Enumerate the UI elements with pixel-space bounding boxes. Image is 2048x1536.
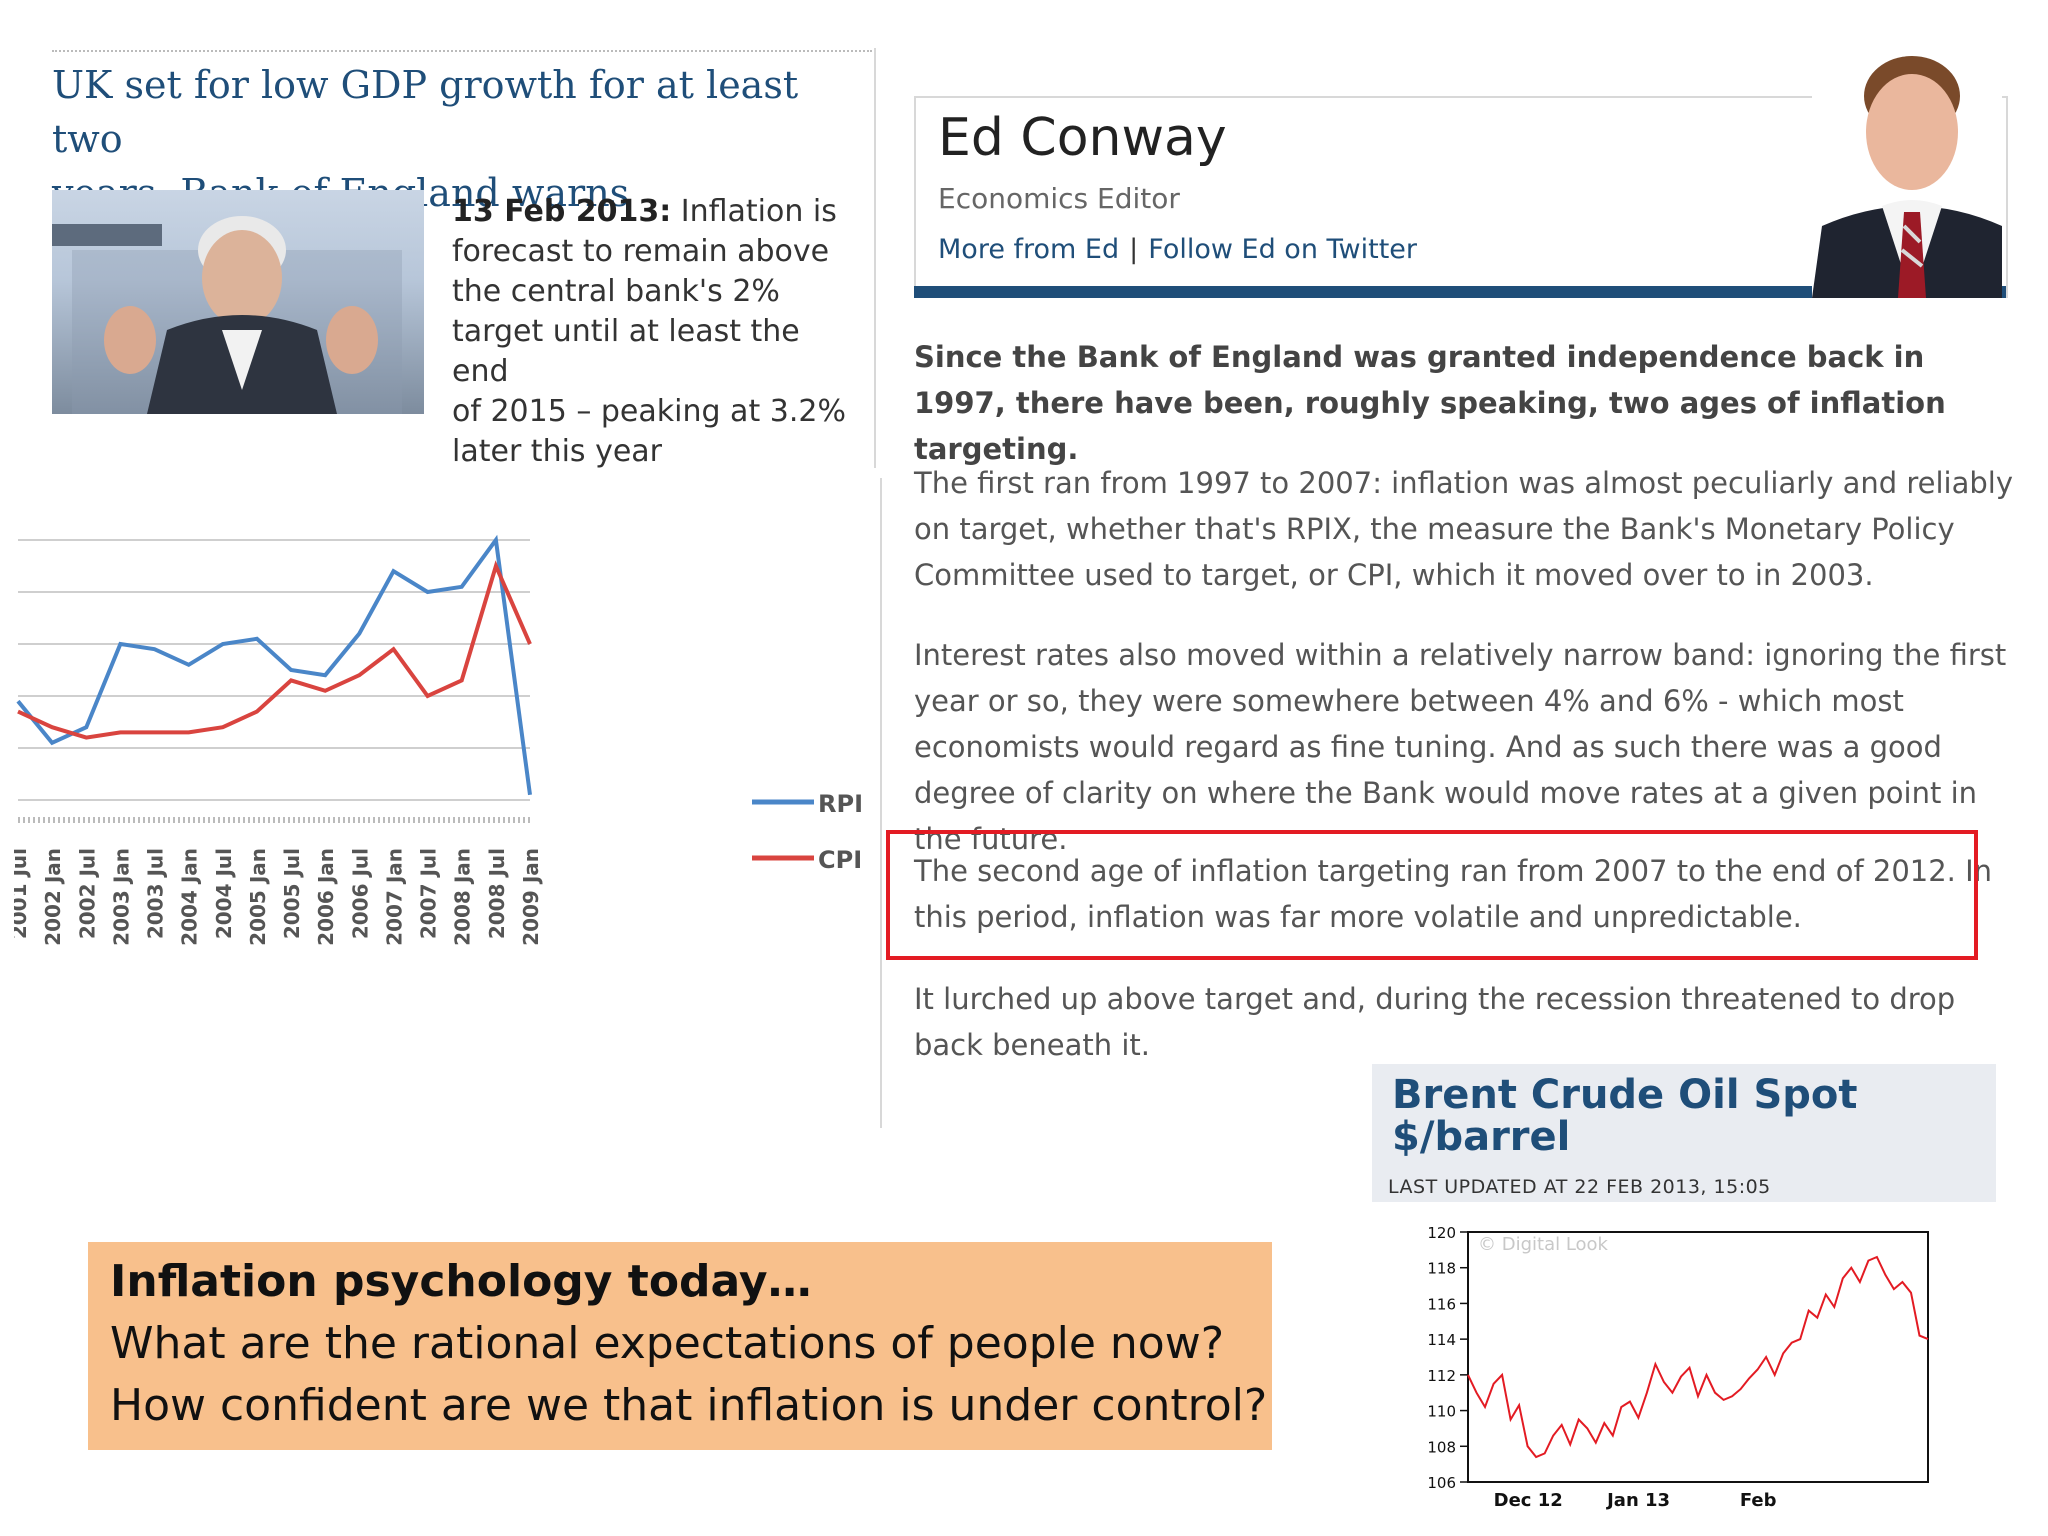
callout-box [88, 1242, 1272, 1450]
oil-panel-header [1372, 1064, 1996, 1202]
author-name: Ed Conway [938, 108, 1227, 168]
rpi-x-tick-label: 2005 Jul [280, 848, 304, 939]
headline-line-1: UK set for low GDP growth for at least t… [52, 63, 799, 161]
callout-line-1: What are the rational expectations of pe… [110, 1318, 1225, 1369]
summary-date: 13 Feb 2013: [452, 194, 672, 229]
summary-line-2: forecast to remain above [452, 234, 830, 269]
legend-rpi-label: RPI [818, 790, 863, 818]
oil-y-tick-label: 114 [1427, 1331, 1456, 1349]
author-links: More from Ed | Follow Ed on Twitter [938, 234, 1417, 265]
rpi-x-tick-label: 2003 Jul [144, 848, 168, 939]
oil-price-line [1467, 1255, 1929, 1459]
rpi-x-tick-label: 2004 Jan [178, 848, 202, 946]
rpi-x-tick-label: 2001 Jul [14, 848, 31, 939]
rpi-x-tick-label: 2002 Jul [75, 848, 99, 939]
article-top-divider [52, 50, 872, 52]
oil-panel-title: Brent Crude Oil Spot $/barrel [1392, 1072, 1858, 1160]
rpi-x-tick-label: 2009 Jan [519, 848, 543, 946]
rpi-x-tick-label: 2002 Jan [41, 848, 65, 946]
rpi-x-tick-label: 2007 Jan [383, 848, 407, 946]
summary-line-6: later this year [452, 434, 663, 469]
oil-y-tick-label: 106 [1427, 1474, 1456, 1492]
article-lead-paragraph: Since the Bank of England was granted in… [914, 340, 1946, 466]
summary-line-4: target until at least the end [452, 314, 800, 389]
rpi-series-line [16, 534, 532, 796]
oil-y-tick-label: 120 [1427, 1224, 1456, 1242]
author-portrait-icon [1812, 36, 2002, 298]
cpi-series-line [17, 560, 532, 740]
callout-line-2: How confident are we that inflation is u… [110, 1380, 1268, 1431]
summary-line-3: the central bank's 2% [452, 274, 780, 309]
article-paragraph-1: The first ran from 1997 to 2007: inflati… [914, 466, 2013, 592]
summary-line-5: of 2015 – peaking at 3.2% [452, 394, 846, 429]
article-paragraph-2: Interest rates also moved within a relat… [914, 638, 2007, 856]
article-paragraph-3: The second age of inflation targeting ra… [914, 854, 1993, 934]
rpi-x-tick-label: 2007 Jul [417, 848, 441, 939]
rpi-x-tick-label: 2005 Jan [246, 848, 270, 946]
rpi-x-tick-label: 2008 Jan [451, 848, 475, 946]
rpi-x-tick-label: 2006 Jan [314, 848, 338, 946]
legend-cpi-label: CPI [818, 846, 862, 874]
author-box-bar [914, 286, 2006, 298]
chart-legend: RPI CPI [752, 790, 863, 874]
oil-y-tick-label: 110 [1427, 1403, 1456, 1421]
oil-plot-frame [1467, 1231, 1929, 1483]
article-paragraph-4: It lurched up above target and, during t… [914, 982, 1956, 1062]
callout-title: Inflation psychology today… [110, 1256, 812, 1307]
oil-x-tick-label: Feb [1740, 1490, 1777, 1511]
oil-watermark: © Digital Look [1478, 1234, 1609, 1255]
highlight-frame [886, 830, 1978, 960]
article-photo [52, 190, 424, 414]
oil-x-tick-label: Jan 13 [1605, 1490, 1670, 1511]
summary-line-1: Inflation is [680, 194, 837, 229]
author-role: Economics Editor [938, 182, 1180, 215]
oil-x-tick-label: Dec 12 [1494, 1490, 1563, 1511]
follow-on-twitter-link[interactable]: Follow Ed on Twitter [1148, 234, 1418, 265]
oil-last-updated: LAST UPDATED AT 22 FEB 2013, 15:05 [1388, 1176, 1771, 1198]
rpi-x-tick-label: 2006 Jul [348, 848, 372, 939]
oil-y-tick-label: 112 [1427, 1367, 1456, 1385]
more-from-author-link[interactable]: More from Ed [938, 234, 1120, 265]
article-summary: 13 Feb 2013: Inflation is forecast to re… [452, 192, 852, 472]
oil-y-tick-label: 116 [1427, 1295, 1456, 1313]
oil-y-tick-label: 108 [1427, 1438, 1456, 1456]
speaker-photo-icon [52, 216, 402, 414]
rpi-cpi-chart: 2001 Jul 2002 Jan 2002 Jul 2003 Jan 2003 Jul… [14, 534, 863, 946]
oil-price-chart: © Digital Look 120118116114112110108106 … [1372, 1206, 2002, 1536]
rpi-x-tick-label: 2004 Jul [212, 848, 236, 939]
link-separator: | [1129, 234, 1139, 265]
rpi-x-tick-label: 2008 Jul [485, 848, 509, 939]
body-side-divider [880, 478, 882, 1128]
oil-y-tick-label: 118 [1427, 1260, 1456, 1278]
article-side-divider [874, 48, 876, 468]
rpi-x-tick-label: 2003 Jan [109, 848, 133, 946]
author-photo [1812, 36, 2002, 298]
